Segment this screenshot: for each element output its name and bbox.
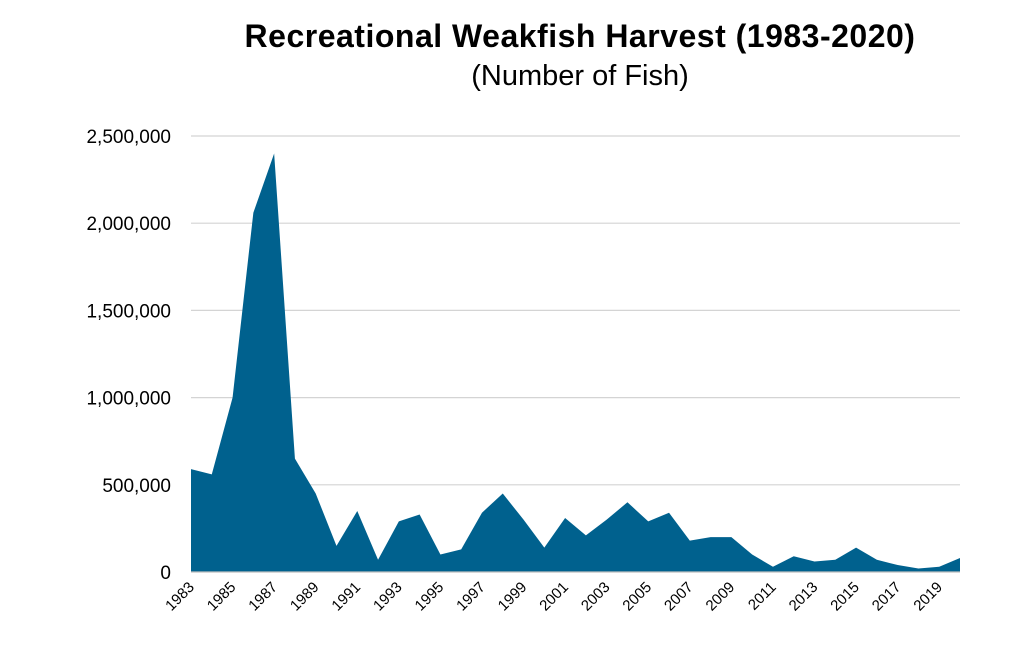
x-tick-label: 1993: [370, 579, 406, 615]
chart-title: Recreational Weakfish Harvest (1983-2020…: [244, 18, 916, 54]
x-tick-label: 1991: [328, 579, 364, 615]
y-tick-label: 2,000,000: [86, 214, 171, 235]
x-tick-label: 2005: [619, 579, 655, 615]
x-tick-label: 2003: [578, 579, 614, 615]
y-tick-label: 2,500,000: [86, 127, 171, 148]
x-tick-label: 1997: [453, 579, 489, 615]
x-tick-label: 1983: [162, 579, 198, 615]
plot-area: [190, 153, 961, 572]
y-tick-label: 500,000: [102, 476, 171, 497]
x-tick-label: 2017: [869, 579, 905, 615]
x-tick-label: 2015: [827, 579, 863, 615]
x-tick-label: 1989: [287, 579, 323, 615]
gridlines: [191, 135, 960, 486]
y-tick-label: 0: [160, 563, 171, 584]
x-tick-label: 2007: [661, 579, 697, 615]
x-tick-label: 2009: [703, 579, 739, 615]
chart-subtitle: (Number of Fish): [471, 60, 689, 92]
harvest-area-series: [191, 153, 960, 572]
x-tick-label: 2013: [786, 579, 822, 615]
y-axis: 0 500,000 1,000,000 1,500,000 2,000,000 2,500…: [86, 127, 171, 584]
y-tick-label: 1,000,000: [86, 389, 171, 410]
x-axis: 1983 1985 1987 1989 1991 1993 1995 1997 1999 2001…: [162, 571, 960, 615]
y-tick-label: 1,500,000: [86, 301, 171, 322]
x-tick-label: 2011: [745, 579, 780, 614]
x-tick-label: 1995: [412, 579, 448, 615]
x-tick-label: 2019: [910, 579, 946, 615]
chart-title-block: Recreational Weakfish Harvest (1983-2020…: [130, 14, 1024, 94]
x-tick-label: 1985: [204, 579, 240, 615]
x-tick-label: 1987: [245, 579, 281, 615]
x-tick-label: 2001: [536, 579, 572, 615]
x-tick-label: 1999: [495, 579, 531, 615]
